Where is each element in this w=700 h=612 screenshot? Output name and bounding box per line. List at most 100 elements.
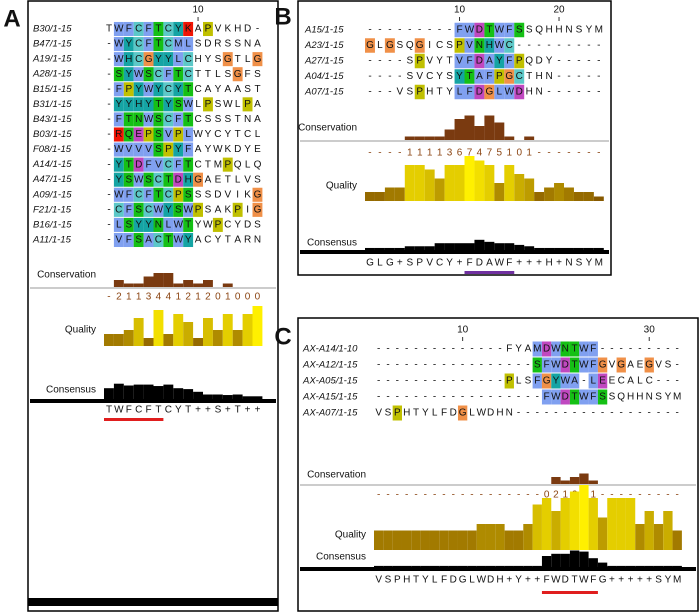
consensus-bar xyxy=(420,565,430,567)
conservation-digit: - xyxy=(648,490,651,501)
residue-highlight xyxy=(173,142,184,157)
conservation-digit: - xyxy=(398,148,401,159)
quality-bar xyxy=(232,330,243,346)
conservation-bar xyxy=(193,283,203,287)
residue-highlight xyxy=(113,67,124,82)
residue-highlight xyxy=(153,127,164,142)
residue-highlight xyxy=(644,357,654,373)
residue-highlight xyxy=(113,232,124,248)
conservation-digit: - xyxy=(567,148,570,159)
consensus-bar xyxy=(222,395,233,399)
residue-highlight xyxy=(163,142,174,157)
quality-bar xyxy=(123,330,134,346)
quality-bar xyxy=(588,498,598,550)
quality-bar xyxy=(444,165,455,201)
residue-highlight xyxy=(133,202,144,217)
conservation-bar xyxy=(133,283,144,287)
consensus-bar xyxy=(554,247,564,250)
conservation-digit: 7 xyxy=(467,148,473,159)
consensus-bar xyxy=(672,565,682,567)
conservation-bar xyxy=(569,477,580,484)
conservation-digit: - xyxy=(388,148,391,159)
consensus-bar xyxy=(653,565,664,567)
quality-bar xyxy=(252,306,263,346)
quality-bar xyxy=(414,165,425,201)
residue-highlight xyxy=(133,21,144,37)
consensus-bar xyxy=(434,243,445,250)
residue-highlight xyxy=(143,157,154,172)
consensus-bar xyxy=(232,394,243,399)
quality-bar xyxy=(384,187,395,201)
residue-highlight xyxy=(163,37,174,52)
residue-highlight xyxy=(173,97,184,112)
consensus-bar xyxy=(495,565,505,567)
sequence: -YSWSCTDHGAETLVS xyxy=(107,174,261,185)
consensus-bar xyxy=(439,565,449,567)
residue-highlight xyxy=(153,97,164,112)
sequence: -WVVVSPYFAYWKDYE xyxy=(107,144,261,155)
residue-highlight xyxy=(384,38,395,53)
residue-highlight xyxy=(474,84,485,100)
quality-bar xyxy=(424,169,435,201)
residue-highlight xyxy=(153,217,164,232)
annotation-label: Conservation xyxy=(298,123,357,134)
conservation-digit: - xyxy=(433,490,436,501)
conservation-bar xyxy=(222,283,233,287)
residue-highlight xyxy=(183,67,194,82)
consensus-bar xyxy=(163,384,174,399)
consensus-bar xyxy=(625,565,636,567)
conservation-bar xyxy=(524,136,535,140)
quality-bar xyxy=(104,334,114,346)
quality-bar xyxy=(404,165,415,201)
residue-highlight xyxy=(173,172,184,187)
residue-highlight xyxy=(143,67,154,82)
conservation-digit: 4 xyxy=(166,292,172,303)
quality-bar xyxy=(476,524,486,550)
quality-bar xyxy=(635,524,645,550)
residue-highlight xyxy=(532,373,542,389)
consensus-bar xyxy=(514,244,525,250)
consensus-bar xyxy=(607,565,617,567)
residue-highlight xyxy=(123,217,134,232)
residue-highlight xyxy=(143,172,154,187)
residue-highlight xyxy=(163,172,174,187)
consensus-bar xyxy=(467,565,477,567)
conservation-digit: - xyxy=(377,490,380,501)
quality-bar xyxy=(193,338,203,346)
residue-highlight xyxy=(588,357,598,373)
consensus-bar xyxy=(173,388,184,399)
conservation-bar xyxy=(424,136,435,140)
residue-highlight xyxy=(514,22,525,38)
conservation-digit: - xyxy=(442,490,445,501)
conservation-digit: 6 xyxy=(457,148,463,159)
sequence: -----------------SFWDTWFGVGAEGVS- xyxy=(377,360,679,371)
consensus-bar xyxy=(123,385,134,399)
quality-bar xyxy=(374,192,385,201)
consensus-bar xyxy=(532,565,542,567)
consensus-bar xyxy=(183,389,194,399)
residue-highlight xyxy=(232,202,243,217)
residue-highlight xyxy=(173,217,184,232)
residue-highlight xyxy=(183,187,194,202)
quality-bar xyxy=(532,504,542,550)
residue-highlight xyxy=(153,112,164,127)
conservation-digit: 3 xyxy=(447,148,453,159)
conservation-digit: - xyxy=(526,490,529,501)
consensus-bar xyxy=(448,565,458,567)
consensus-bar xyxy=(365,247,375,250)
sequence-name: AX-A07/1-15 xyxy=(302,408,358,419)
consensus-bar xyxy=(564,247,574,250)
residue-highlight xyxy=(123,67,134,82)
residue-highlight xyxy=(560,389,570,405)
sequence-name: B43/1-15 xyxy=(33,114,72,125)
residue-highlight xyxy=(597,389,608,405)
residue-highlight xyxy=(203,21,213,37)
residue-highlight xyxy=(133,67,144,82)
residue-highlight xyxy=(474,38,485,53)
residue-highlight xyxy=(173,21,184,37)
residue-highlight xyxy=(133,187,144,202)
residue-highlight xyxy=(133,97,144,112)
residue-highlight xyxy=(123,52,134,67)
conservation-digit: 0 xyxy=(544,490,550,501)
residue-highlight xyxy=(464,22,475,38)
